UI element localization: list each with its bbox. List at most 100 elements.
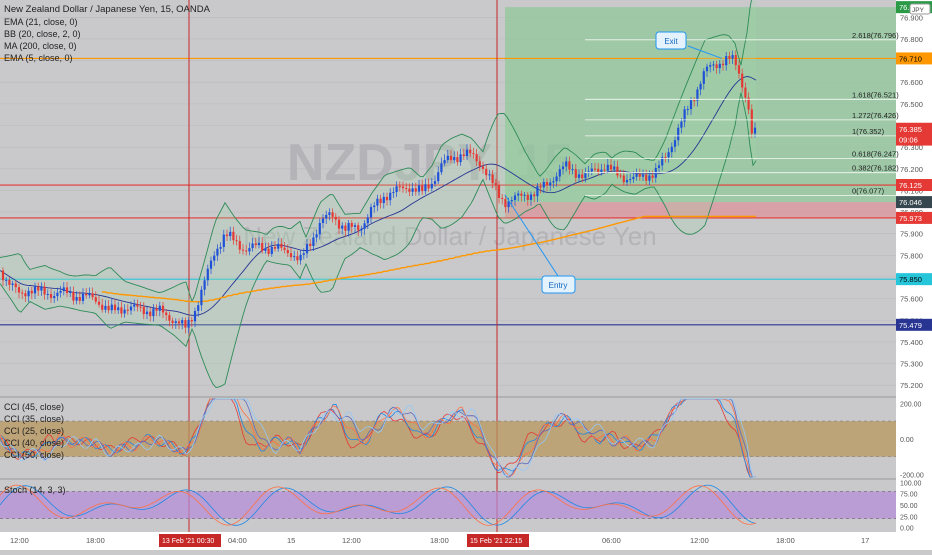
candle-body [680, 121, 683, 128]
candle-body [718, 63, 721, 69]
candle-body [1, 270, 5, 281]
candle-body [216, 248, 219, 256]
exit-label: Exit [664, 37, 678, 46]
candle-body [264, 248, 267, 251]
candle-body [245, 250, 248, 252]
candle-body [504, 198, 507, 208]
candle-body [533, 194, 536, 197]
candle-body [491, 174, 494, 184]
candle-body [699, 83, 702, 90]
indicator-bb[interactable]: BB (20, close, 2, 0) [4, 29, 81, 39]
watermark-name: New Zealand Dollar / Japanese Yen [243, 221, 656, 251]
candle-body [248, 248, 251, 252]
price-tick-label: 75.800 [900, 251, 923, 260]
indicator-ma200[interactable]: MA (200, close, 0) [4, 41, 77, 51]
candle-body [11, 283, 14, 285]
time-tick-label: 18:00 [776, 536, 795, 545]
indicator-ema21[interactable]: EMA (21, close, 0) [4, 17, 78, 27]
candle-body [661, 157, 664, 166]
candle-body [104, 305, 107, 310]
entry-pointer [504, 194, 559, 277]
candle-body [46, 294, 49, 296]
cci-label-50[interactable]: CCI (50, close) [4, 450, 65, 460]
candle-body [446, 155, 449, 161]
candle-body [677, 127, 680, 141]
currency-badge-label: JPY [912, 7, 925, 14]
candle-body [78, 297, 81, 301]
cci-label-25[interactable]: CCI (25, close) [4, 426, 65, 436]
candle-body [587, 171, 590, 174]
candle-body [728, 56, 731, 59]
candle-body [225, 234, 229, 237]
candle-body [481, 166, 485, 169]
candle-body [177, 321, 181, 324]
candle-body [344, 225, 347, 231]
stoch-label[interactable]: Stoch (14, 3, 3) [4, 485, 66, 495]
candle-body [398, 186, 401, 188]
candle-body [145, 311, 149, 315]
candle-body [24, 293, 27, 297]
price-tag [896, 273, 932, 286]
candle-body [376, 198, 379, 206]
cci-line [0, 398, 756, 478]
time-tick-label: 06:00 [602, 536, 621, 545]
candle-body [235, 240, 238, 242]
candle-body [619, 175, 622, 177]
stoch-tick-label: 75.00 [900, 492, 918, 499]
price-tick-label: 75.300 [900, 360, 923, 369]
candle-body [85, 293, 88, 296]
candle-body [232, 231, 235, 241]
candle-body [417, 185, 421, 192]
time-tick-label: 04:00 [228, 536, 247, 545]
candle-body [501, 197, 504, 199]
instrument-title[interactable]: New Zealand Dollar / Japanese Yen, 15, O… [4, 4, 210, 15]
candle-body [600, 169, 603, 173]
candle-body [152, 308, 155, 317]
candle-body [203, 280, 206, 290]
candle-body [593, 168, 597, 170]
candle-body [731, 55, 734, 59]
candle-body [443, 160, 446, 164]
candle-body [17, 287, 21, 293]
cci-label-45[interactable]: CCI (45, close) [4, 402, 65, 412]
candle-body [158, 305, 161, 311]
candle-body [651, 175, 654, 178]
candle-body [149, 311, 152, 317]
candle-body [411, 188, 414, 192]
candle-body [222, 234, 225, 248]
time-tick-label: 18:00 [86, 536, 105, 545]
cci-label-35[interactable]: CCI (35, close) [4, 414, 65, 424]
candle-body [453, 157, 456, 161]
candle-body [110, 304, 113, 311]
candle-body [357, 225, 360, 231]
candle-body [193, 310, 197, 322]
candle-body [328, 212, 331, 215]
price-tag-label: 76.385 [899, 125, 922, 134]
candle-body [625, 179, 629, 183]
stoch-tick-label: 0.00 [900, 526, 914, 533]
price-tag-label: 75.973 [899, 214, 922, 223]
candle-body [312, 237, 315, 247]
candle-body [69, 292, 72, 294]
candle-body [347, 222, 350, 231]
stoch-tick-label: 100.00 [900, 480, 922, 487]
candle-body [318, 222, 321, 235]
candle-body [574, 169, 577, 178]
candle-body [603, 169, 606, 171]
exit-pointer [687, 45, 723, 59]
candle-body [715, 64, 718, 69]
candle-body [229, 231, 232, 237]
candle-body [392, 192, 395, 194]
candle-body [325, 214, 328, 219]
candle-body [753, 127, 757, 134]
candle-body [721, 63, 725, 66]
candle-body [462, 154, 465, 157]
cci-label-40[interactable]: CCI (40, close) [4, 438, 65, 448]
candle-body [366, 217, 369, 224]
candle-body [40, 286, 43, 291]
price-tag [896, 179, 932, 192]
candle-body [21, 292, 24, 294]
indicator-ema5[interactable]: EMA (5, close, 0) [4, 53, 73, 63]
